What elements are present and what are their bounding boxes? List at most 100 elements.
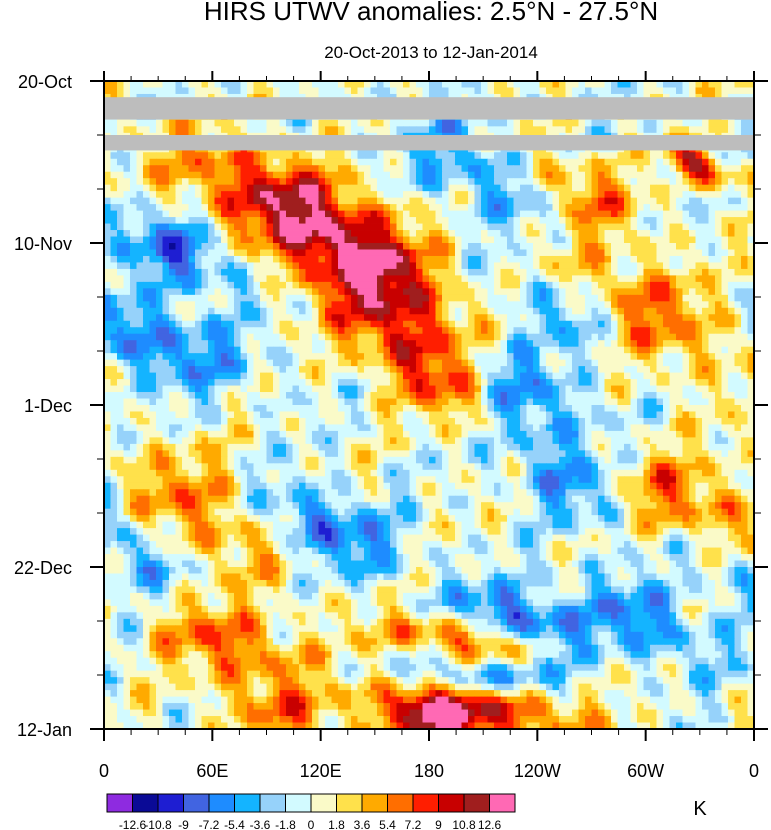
field-cell [598,236,605,244]
field-cell [539,126,547,134]
field-cell [591,119,599,127]
field-cell [604,249,612,257]
field-cell [364,398,371,406]
field-cell [637,191,644,199]
field-cell [461,314,469,322]
field-cell [338,294,345,302]
field-cell [260,275,267,283]
field-cell [682,346,690,354]
field-cell [721,392,729,399]
field-cell [123,197,131,205]
field-cell [604,398,612,406]
field-cell [286,275,293,283]
field-cell [175,314,183,322]
field-cell [396,398,404,406]
field-cell [643,119,651,127]
field-cell [188,281,196,289]
field-cell [630,171,638,179]
field-cell [435,184,443,192]
field-cell [598,223,605,231]
field-cell [741,307,748,315]
field-cell [604,333,612,341]
field-cell [273,87,280,95]
field-cell [552,346,560,354]
field-cell [455,353,462,361]
field-cell [143,243,150,250]
field-cell [611,243,618,250]
field-cell [637,119,644,127]
field-cell [325,230,332,237]
field-cell [208,204,215,211]
field-cell [416,340,423,348]
field-cell [630,236,638,244]
field-cell [422,81,430,88]
field-cell [682,327,690,335]
field-cell [598,275,605,283]
field-cell [143,294,150,302]
field-cell [117,210,124,218]
field-cell [214,301,222,309]
field-cell [364,119,371,127]
field-cell [143,191,150,199]
field-cell [565,81,573,88]
field-cell [188,372,196,380]
field-cell [689,152,696,160]
field-cell [747,230,754,237]
field-cell [637,327,644,335]
field-cell [721,340,729,348]
field-cell [624,152,631,160]
field-cell [559,366,566,373]
field-cell [741,366,748,373]
field-cell [643,398,651,406]
field-cell [559,385,566,393]
field-cell [344,379,352,386]
field-cell [533,184,540,192]
field-cell [507,346,514,354]
field-cell [435,126,443,134]
field-cell [364,353,371,361]
field-cell [461,353,469,361]
field-cell [169,230,176,237]
field-cell [565,307,573,315]
field-cell [370,327,378,335]
field-cell [728,372,735,380]
field-cell [695,366,703,373]
field-cell [591,87,599,95]
field-cell [247,236,254,244]
field-cell [227,275,235,283]
field-cell [104,119,111,127]
field-cell [143,307,150,315]
field-cell [682,119,690,127]
field-cell [266,385,274,393]
field-cell [130,268,137,276]
field-cell [663,171,670,179]
field-cell [565,165,573,173]
field-cell [656,126,664,134]
field-cell [741,281,748,289]
field-cell [377,119,384,127]
field-cell [617,165,625,173]
field-cell [526,398,534,406]
field-cell [117,236,124,244]
field-cell [604,327,612,335]
field-cell [643,288,651,296]
field-cell [227,398,235,406]
field-cell [468,346,475,354]
field-cell [299,327,306,335]
field-cell [442,249,449,257]
field-cell [494,385,501,393]
field-cell [247,119,254,127]
field-cell [208,191,215,199]
field-cell [240,126,248,134]
field-cell [617,178,625,186]
field-cell [650,197,657,205]
field-cell [292,178,300,186]
field-cell [598,294,605,302]
field-cell [156,204,163,211]
field-cell [643,165,651,173]
field-cell [396,236,404,244]
field-cell [214,81,222,88]
field-cell [552,398,560,406]
field-cell [169,398,176,406]
field-cell [468,87,475,95]
